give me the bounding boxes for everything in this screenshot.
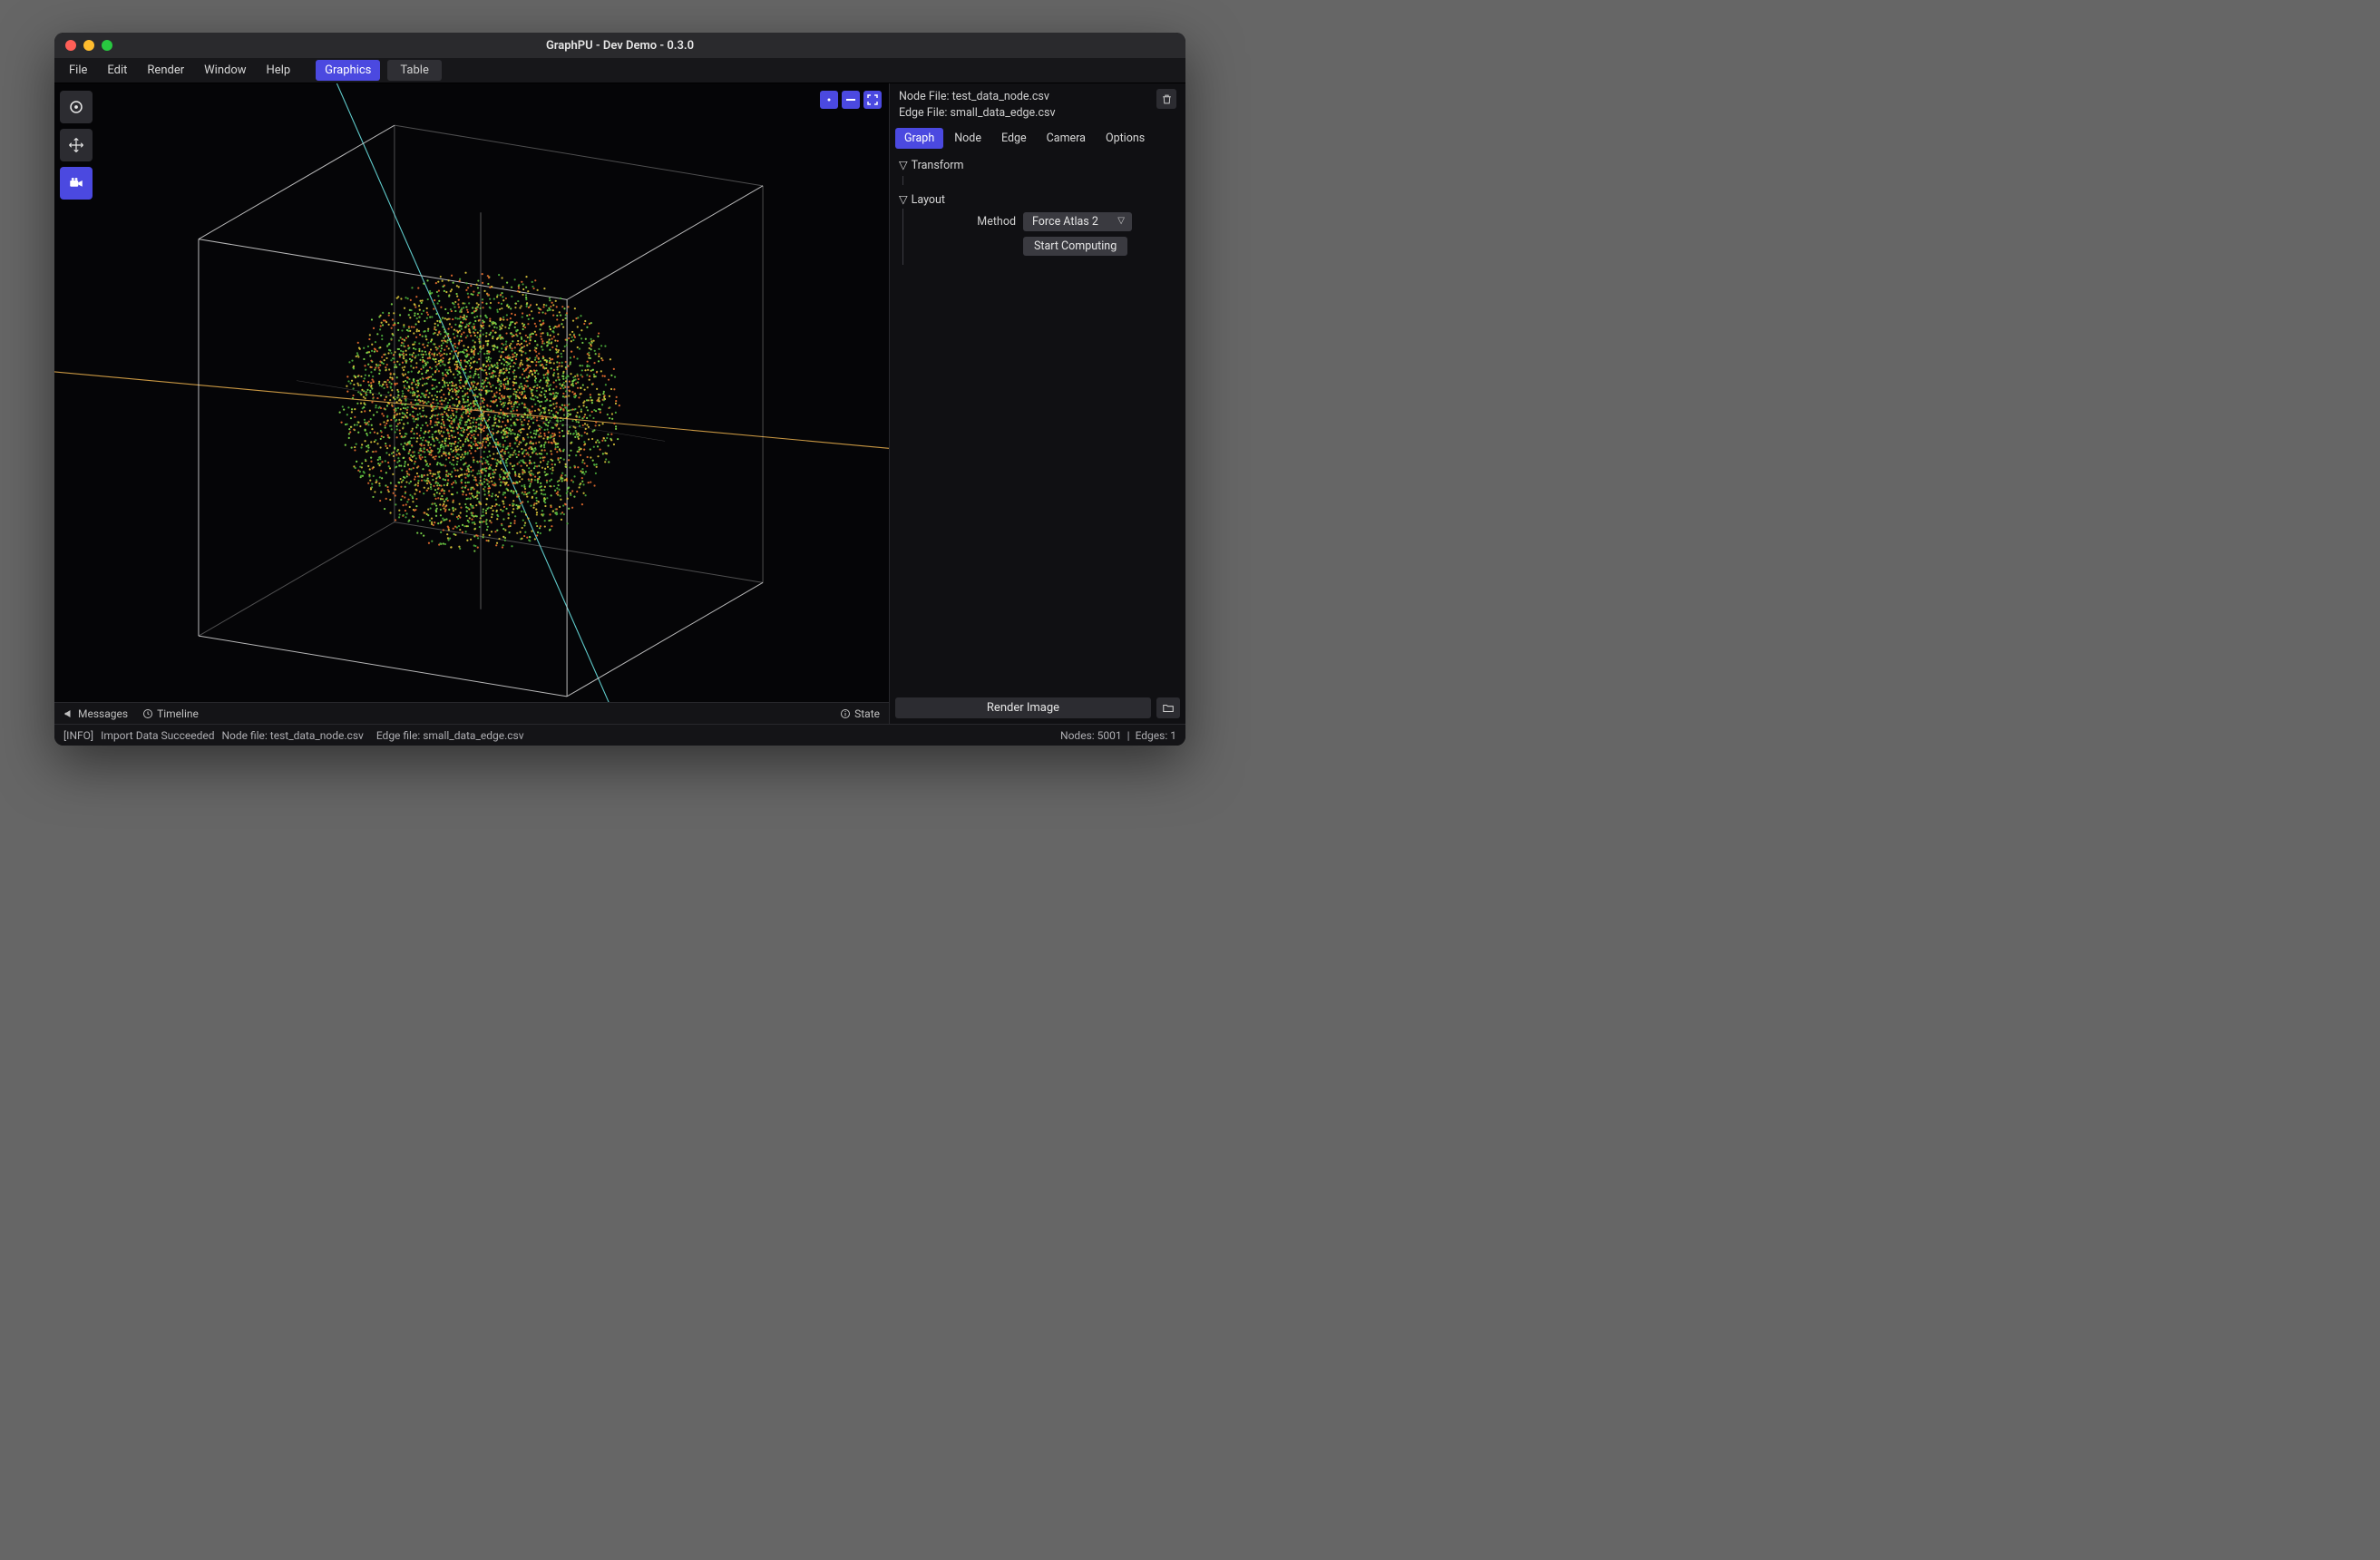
fullscreen-icon <box>867 94 878 105</box>
megaphone-icon <box>63 708 74 719</box>
messages-label: Messages <box>78 707 128 720</box>
messages-toggle[interactable]: Messages <box>63 707 128 720</box>
zoom-window-button[interactable] <box>102 40 112 51</box>
target-icon <box>68 99 84 115</box>
scene-canvas <box>54 83 889 702</box>
view-reset-button[interactable] <box>820 91 838 109</box>
orbit-tool-button[interactable] <box>60 91 93 123</box>
info-icon <box>840 708 851 719</box>
layout-method-label: Method <box>965 215 1016 229</box>
node-file-value: test_data_node.csv <box>952 90 1049 103</box>
trash-icon <box>1161 93 1173 105</box>
section-layout: ▽ Layout Method Force Atlas 2 ▽ Start <box>899 190 1176 265</box>
status-level: [INFO] <box>63 729 93 742</box>
statusbar: [INFO] Import Data Succeeded Node file: … <box>54 724 1185 746</box>
edge-file-value: small_data_edge.csv <box>951 106 1056 120</box>
status-nodes: Nodes: 5001 <box>1060 729 1122 742</box>
layout-compute-row: Start Computing <box>911 237 1176 256</box>
menu-render[interactable]: Render <box>138 60 193 81</box>
timeline-label: Timeline <box>157 707 199 720</box>
titlebar: GraphPU - Dev Demo - 0.3.0 <box>54 33 1185 58</box>
minus-icon <box>845 95 856 104</box>
viewport[interactable] <box>54 83 889 702</box>
inspector-panel: Node File: test_data_node.csv Edge File:… <box>890 83 1185 724</box>
open-folder-button[interactable] <box>1156 697 1180 718</box>
tab-graph[interactable]: Graph <box>895 128 943 149</box>
layout-method-select[interactable]: Force Atlas 2 ▽ <box>1023 212 1132 231</box>
main-body: Messages Timeline State Node File: <box>54 83 1185 724</box>
clear-data-button[interactable] <box>1156 89 1176 109</box>
view-minimize-button[interactable] <box>842 91 860 109</box>
chevron-down-icon: ▽ <box>1117 216 1125 226</box>
folder-icon <box>1162 702 1175 715</box>
timeline-toggle[interactable]: Timeline <box>142 707 199 720</box>
start-computing-button[interactable]: Start Computing <box>1023 237 1127 256</box>
menu-file[interactable]: File <box>60 60 96 81</box>
inspector-tabs: Graph Node Edge Camera Options <box>890 128 1185 149</box>
view-fullscreen-button[interactable] <box>863 91 882 109</box>
edge-file-label: Edge File: <box>899 106 947 120</box>
tab-node[interactable]: Node <box>945 128 990 149</box>
tab-graphics[interactable]: Graphics <box>316 60 380 81</box>
camera-tool-button[interactable] <box>60 167 93 200</box>
tab-options[interactable]: Options <box>1097 128 1154 149</box>
section-transform: ▽ Transform <box>899 156 1176 185</box>
tab-edge[interactable]: Edge <box>992 128 1036 149</box>
close-window-button[interactable] <box>65 40 76 51</box>
menu-help[interactable]: Help <box>258 60 300 81</box>
dot-icon <box>824 95 834 104</box>
pan-tool-button[interactable] <box>60 129 93 161</box>
layout-method-row: Method Force Atlas 2 ▽ <box>911 212 1176 231</box>
edge-file-row: Edge File: small_data_edge.csv <box>899 105 1056 122</box>
view-controls <box>820 91 882 109</box>
menu-window[interactable]: Window <box>195 60 255 81</box>
section-layout-header[interactable]: ▽ Layout <box>899 190 1176 209</box>
section-layout-title: Layout <box>912 193 945 207</box>
viewport-column: Messages Timeline State <box>54 83 890 724</box>
render-image-button[interactable]: Render Image <box>895 697 1151 718</box>
minimize-window-button[interactable] <box>83 40 94 51</box>
tool-column <box>60 91 93 200</box>
window-title: GraphPU - Dev Demo - 0.3.0 <box>54 39 1185 53</box>
status-msg-2: Node file: test_data_node.csv <box>221 729 363 742</box>
state-toggle[interactable]: State <box>840 707 880 720</box>
node-file-row: Node File: test_data_node.csv <box>899 89 1056 105</box>
chevron-down-icon: ▽ <box>899 158 908 172</box>
section-transform-header[interactable]: ▽ Transform <box>899 156 1176 174</box>
camera-icon <box>68 175 84 191</box>
chevron-down-icon: ▽ <box>899 192 908 207</box>
inspector-body: ▽ Transform ▽ Layout Method Forc <box>890 149 1185 278</box>
move-icon <box>68 137 84 153</box>
state-label: State <box>854 707 880 720</box>
status-msg-3: Edge file: small_data_edge.csv <box>376 729 524 742</box>
inspector-header: Node File: test_data_node.csv Edge File:… <box>890 83 1185 126</box>
clock-icon <box>142 708 153 719</box>
node-file-label: Node File: <box>899 90 949 103</box>
tab-camera[interactable]: Camera <box>1038 128 1095 149</box>
layout-method-value: Force Atlas 2 <box>1032 215 1098 229</box>
status-edges: Edges: 1 <box>1136 729 1176 742</box>
inspector-footer: Render Image <box>890 692 1185 724</box>
status-msg-1: Import Data Succeeded <box>101 729 214 742</box>
viewport-footer: Messages Timeline State <box>54 702 889 724</box>
menubar: File Edit Render Window Help Graphics Ta… <box>54 58 1185 83</box>
section-transform-title: Transform <box>912 159 964 172</box>
menu-edit[interactable]: Edit <box>98 60 136 81</box>
app-window: GraphPU - Dev Demo - 0.3.0 File Edit Ren… <box>54 33 1185 746</box>
tab-table[interactable]: Table <box>387 60 441 81</box>
window-controls <box>54 40 112 51</box>
